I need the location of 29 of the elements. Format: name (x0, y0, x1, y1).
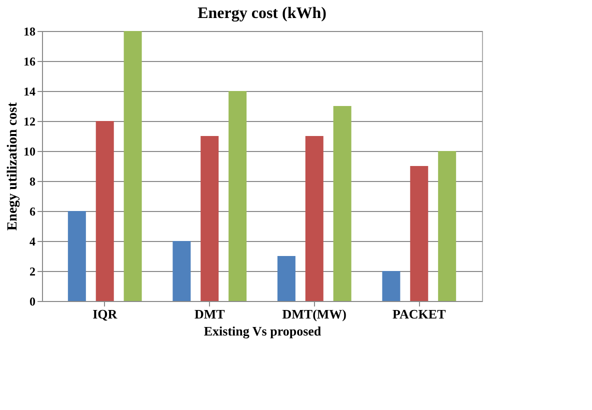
bar (438, 151, 456, 301)
y-tick-label: 8 (30, 174, 36, 188)
bar (96, 121, 114, 301)
x-tick-label: IQR (92, 306, 118, 322)
y-tick-label: 16 (24, 54, 36, 68)
y-tick-label: 2 (30, 264, 36, 278)
x-axis-title: Existing Vs proposed (204, 324, 322, 338)
bar (68, 211, 86, 301)
y-tick-label: 12 (24, 114, 36, 128)
bar (382, 271, 400, 301)
y-tick-label: 6 (30, 204, 36, 218)
chart-title: Energy cost (kWh) (198, 5, 326, 22)
bar (305, 136, 324, 301)
bar (333, 106, 352, 301)
x-tick-label: PACKET (392, 306, 446, 322)
bar (200, 136, 219, 301)
x-tick-label: DMT(MW) (282, 306, 347, 322)
bar (228, 91, 247, 301)
y-axis-title: Enegy utilization cost (6, 102, 20, 231)
bar (277, 256, 296, 301)
y-tick-label: 10 (24, 144, 36, 158)
y-tick-label: 18 (24, 24, 36, 38)
y-tick-label: 14 (24, 84, 36, 98)
x-tick-label: DMT (194, 306, 226, 322)
y-tick-label: 4 (30, 234, 36, 248)
bar (410, 166, 428, 301)
bar (172, 241, 191, 301)
y-tick-label: 0 (30, 294, 36, 308)
bar (124, 31, 142, 301)
